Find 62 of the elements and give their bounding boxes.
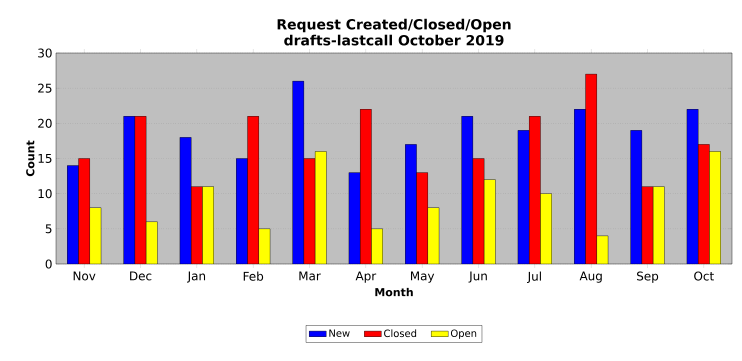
x-tick-label: Dec [130,272,152,280]
bar [78,158,90,264]
bar [360,109,372,264]
bar [191,186,203,264]
y-tick-label: 0 [46,259,52,269]
x-tick-label: Oct [694,272,714,281]
bar [461,116,474,264]
bar [630,130,642,264]
x-tick-label: Sep [637,272,658,283]
y-axis-title: Count [26,140,34,176]
y-tick-label: 5 [46,224,52,234]
bar [304,158,316,264]
bar [146,222,158,264]
bar [709,151,721,264]
bar [586,74,597,264]
x-tick-label: Jun [468,272,487,283]
bar [405,144,417,264]
bar [472,158,484,264]
bar [686,109,698,264]
y-tick-label: 15 [38,154,52,163]
bar [574,109,586,264]
bar [596,236,608,264]
bar [90,208,102,264]
bar [180,137,192,264]
bar [67,165,79,264]
bar [428,208,440,264]
y-tick-label: 30 [38,48,52,58]
bar [652,186,665,264]
bar [236,158,248,264]
bar [529,116,541,264]
bar [247,116,259,264]
bar [484,179,496,264]
y-tick-label: 20 [38,118,52,128]
bar [258,228,270,264]
bar [698,144,710,264]
y-tick-label: 10 [38,189,52,198]
bar [540,193,552,264]
chart-title: Request Created/Closed/Open [278,18,511,32]
x-tick-label: Jan [186,272,206,283]
y-tick-label: 25 [38,84,52,93]
x-tick-label: Mar [299,272,321,280]
bar [314,151,327,264]
bar [518,130,530,264]
bar [134,116,146,264]
legend-label: Closed [384,329,416,338]
bar [202,186,214,264]
bar [292,80,304,264]
x-tick-label: Jul [527,272,541,283]
legend-label: New [329,330,350,337]
x-tick-label: Aug [580,272,602,283]
x-axis-title: Month [375,288,413,296]
x-tick-label: Apr [356,272,376,283]
legend-label: Open [450,329,476,339]
bar [348,172,360,264]
bar [123,116,136,264]
x-tick-label: May [410,272,434,283]
bar [371,228,383,264]
x-tick-label: Nov [74,272,96,280]
bar [642,186,654,264]
chart-subtitle: drafts-lastcall October 2019 [284,34,504,46]
x-tick-label: Feb [244,272,264,281]
bar [416,172,428,264]
